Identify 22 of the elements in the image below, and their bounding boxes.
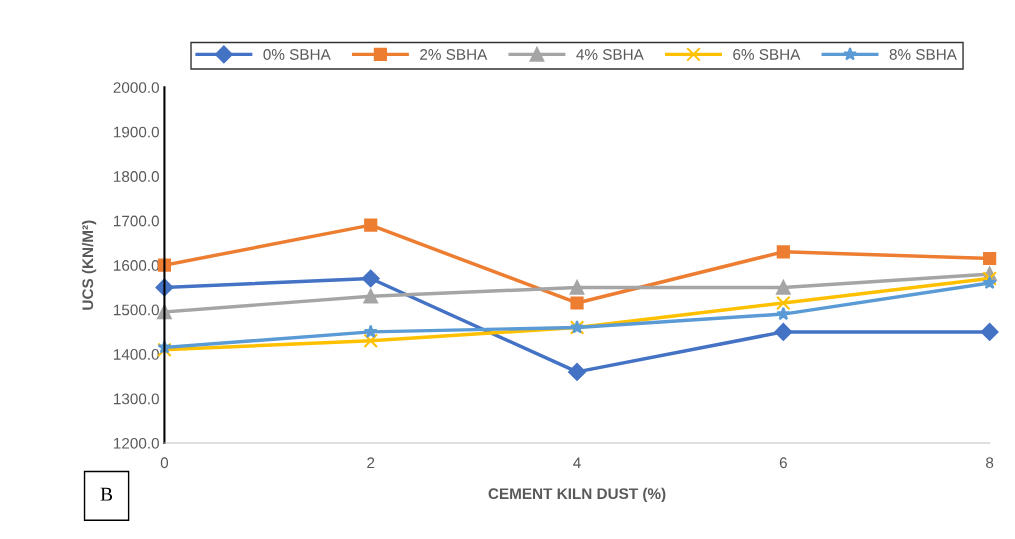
legend-label: 2% SBHA — [420, 49, 488, 60]
y-tick-label: 1900.0 — [114, 126, 159, 138]
y-tick-label: 2000.0 — [113, 82, 159, 93]
y-tick-label: 1500.0 — [114, 304, 159, 316]
x-tick-label: 6 — [779, 457, 787, 469]
legend-label: 8% SBHA — [889, 49, 957, 60]
x-tick-label: 0 — [160, 457, 169, 469]
y-tick-label: 1700.0 — [114, 215, 159, 227]
x-axis-title: CEMENT KILN DUST (%) — [488, 487, 666, 503]
legend-label: 0% SBHA — [263, 49, 331, 60]
x-tick-label: 2 — [367, 457, 375, 469]
legend-label: 6% SBHA — [733, 49, 801, 60]
text: B — [100, 487, 113, 501]
y-tick-label: 1600.0 — [114, 260, 159, 271]
y-tick-label: 1400.0 — [114, 348, 159, 360]
x-tick-label: 4 — [573, 457, 581, 469]
x-tick-label: 8 — [986, 457, 994, 469]
y-tick-label: 1300.0 — [114, 393, 159, 405]
y-tick-label: 1800.0 — [114, 171, 159, 182]
y-tick-label: 1200.0 — [114, 437, 159, 449]
legend-label: 4% SBHA — [576, 49, 644, 60]
y-axis-title: UCS (KN/M²) — [81, 220, 97, 310]
